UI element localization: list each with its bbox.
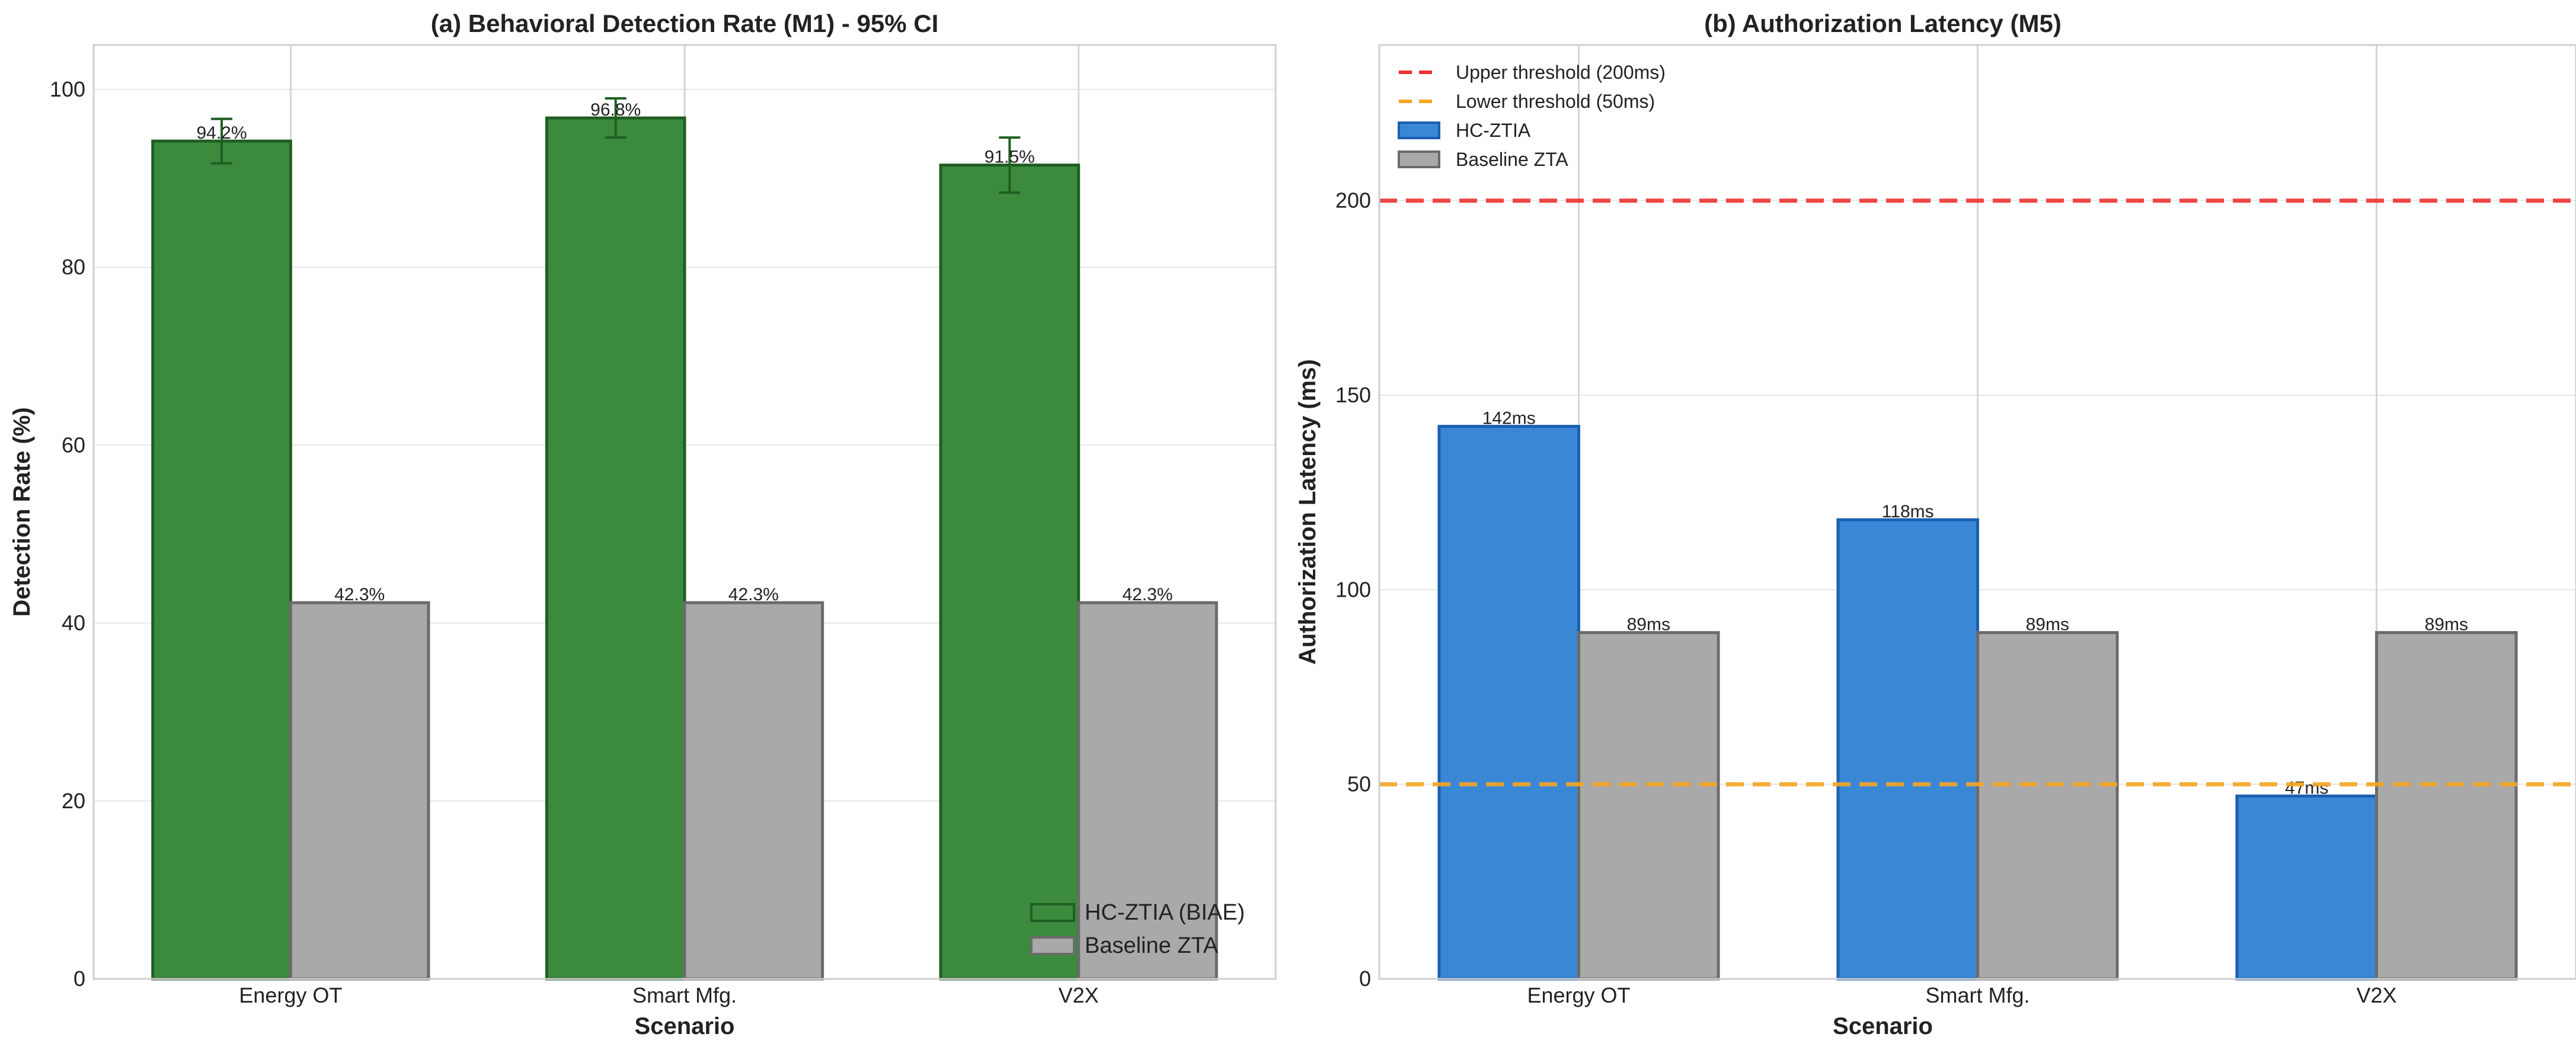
panel-a-xtick-label-0: Energy OT [239,983,342,1007]
panel-a-data-label-series2-1: 42.3% [728,585,779,604]
panel-a-ytick-label-5: 100 [50,77,85,101]
panel-b-legend-swatch-1 [1398,151,1440,168]
panel-b-data-label-series2-1: 89ms [2026,615,2069,635]
panel-a-bar-series1-2 [939,164,1081,981]
panel-b-data-label-series1-2: 47ms [2285,778,2328,798]
panel-a-legend-swatch-0 [1030,903,1075,922]
panel-b-bar-series1-0 [1437,425,1580,981]
panel-a-bar-series1-0 [151,139,292,981]
panel-b-bar-series1-1 [1836,518,1979,981]
panel-b-data-label-series2-0: 89ms [1627,615,1670,635]
panel-a-data-label-series1-1: 96.8% [590,100,641,120]
panel-a-ytick-label-3: 60 [62,433,85,457]
panel-a-title: (a) Behavioral Detection Rate (M1) - 95%… [431,9,939,37]
panel-a-ytick-label-4: 80 [62,255,85,279]
panel-b-legend-threshold-label-1: Lower threshold (50ms) [1456,91,1655,112]
panel-b-data-label-series1-0: 142ms [1482,409,1536,428]
panel-b-y-axis-label: Authorization Latency (ms) [1295,359,1321,665]
panel-a-ytick-label-1: 20 [62,789,85,813]
panel-b-bar-series2-1 [1976,631,2119,981]
panel-a-x-axis-label: Scenario [635,1013,735,1039]
panel-b-legend-swatch-0 [1398,121,1440,139]
panel-a-legend-swatch-1 [1030,936,1075,955]
panel-b-xtick-label-2: V2X [2356,983,2396,1007]
panel-a-y-axis-label: Detection Rate (%) [9,407,35,616]
panel-b-ytick-label-4: 200 [1335,188,1371,213]
panel-a-legend-label-1: Baseline ZTA [1085,933,1219,958]
panel-b-legend-label-1: Baseline ZTA [1456,149,1568,170]
panel-b-bar-series1-2 [2235,794,2378,981]
panel-a-ytick-label-2: 40 [62,611,85,635]
panel-a-data-label-series2-2: 42.3% [1122,585,1172,604]
panel-a-xtick-label-1: Smart Mfg. [632,983,737,1007]
panel-b-legend-threshold-label-0: Upper threshold (200ms) [1456,62,1666,83]
panel-b-ytick-label-1: 50 [1347,772,1371,796]
panel-b-x-axis-label: Scenario [1833,1013,1933,1039]
panel-b-ytick-label-0: 0 [1359,966,1371,991]
panel-b-legend-label-0: HC-ZTIA [1456,120,1531,141]
panel-a-frame [92,44,1277,980]
panel-a-legend-label-0: HC-ZTIA (BIAE) [1085,900,1245,925]
panel-b-ytick-label-3: 150 [1335,383,1371,407]
panel-b-bar-series2-2 [2375,631,2518,981]
panel-b-data-label-series1-1: 118ms [1882,502,1934,521]
panel-b-frame [1378,44,2576,980]
panel-a-bar-series2-2 [1077,601,1218,981]
panel-b-bar-series2-0 [1577,631,1720,981]
panel-a-data-label-series1-2: 91.5% [985,148,1035,167]
panel-a-xtick-label-2: V2X [1059,983,1099,1007]
panel-a-bar-series2-1 [683,601,824,981]
panel-b-data-label-series2-2: 89ms [2425,615,2468,635]
panel-a-data-label-series2-0: 42.3% [334,585,385,604]
panel-b-xtick-label-1: Smart Mfg. [1925,983,2030,1007]
panel-a-bar-series1-1 [545,116,686,981]
panel-a-data-label-series1-0: 94.2% [196,123,247,143]
panel-a-ytick-label-0: 0 [73,966,85,991]
panel-a-bar-series2-0 [289,601,430,981]
panel-b-xtick-label-0: Energy OT [1527,983,1630,1007]
panel-b-ytick-label-2: 100 [1335,577,1371,601]
panel-b-title: (b) Authorization Latency (M5) [1704,9,2062,37]
